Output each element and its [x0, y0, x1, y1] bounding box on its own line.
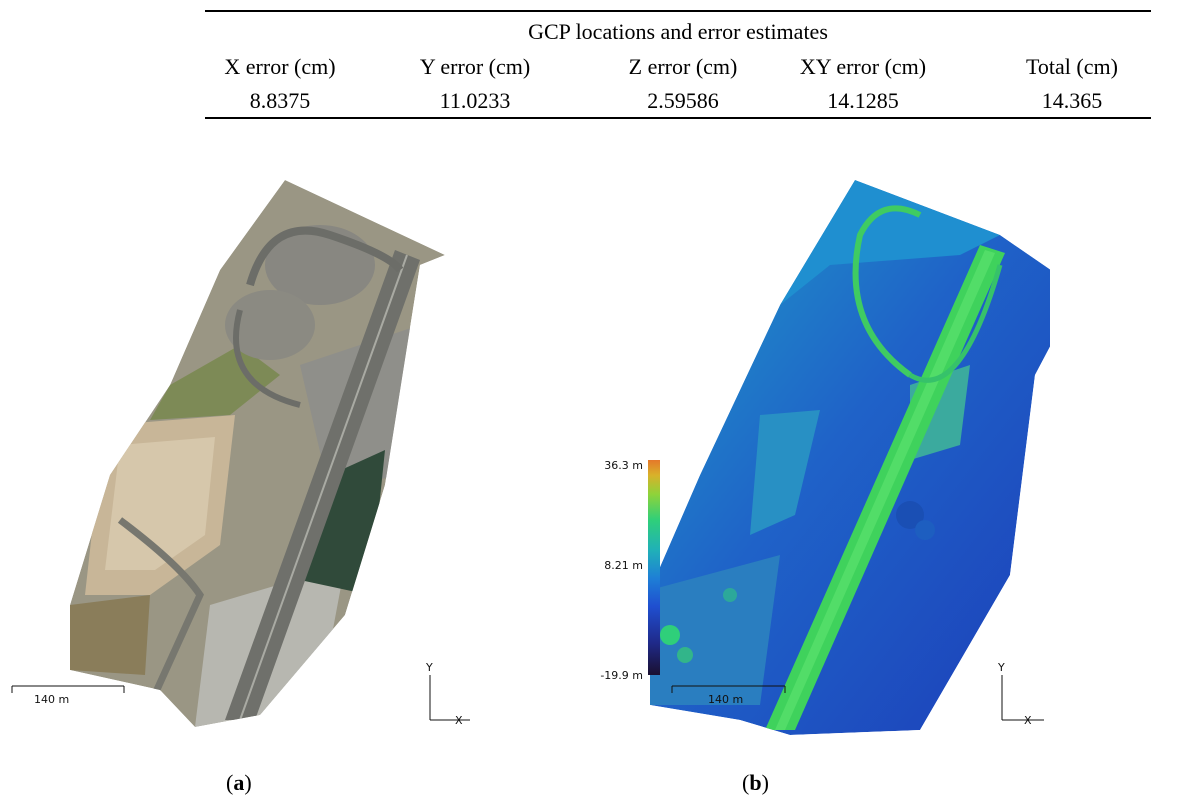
scale-bar: 140 m: [11, 685, 125, 706]
scale-bar-label: 140 m: [708, 693, 743, 706]
dem-image: 36.3 m 8.21 m -19.9 m 140 m Y X: [600, 180, 1050, 735]
legend-min-label: -19.9 m: [600, 669, 643, 682]
xy-axes-icon: Y X: [425, 661, 470, 727]
elevation-legend: 36.3 m 8.21 m -19.9 m: [600, 459, 660, 682]
axis-y-label: Y: [425, 661, 433, 674]
value-total: 14.365: [1041, 88, 1103, 113]
scale-bar: 140 m: [671, 685, 786, 706]
header-total: Total (cm): [1026, 54, 1118, 79]
colorbar: [648, 460, 660, 675]
table-top-rule: [205, 10, 1151, 12]
table-bottom-rule: [205, 117, 1151, 119]
xy-axes-icon: Y X: [997, 661, 1044, 727]
value-z-error: 2.59586: [647, 88, 719, 113]
orthomosaic-image: 140 m Y X: [11, 180, 470, 727]
value-xy-error: 14.1285: [827, 88, 899, 113]
header-x-error: X error (cm): [224, 54, 336, 79]
subfigure-label-b: (b): [742, 770, 769, 795]
panel-b-dem: 36.3 m 8.21 m -19.9 m 140 m Y X: [580, 175, 1050, 745]
value-y-error: 11.0233: [439, 88, 511, 113]
subfigure-label-a: (a): [226, 770, 252, 795]
header-xy-error: XY error (cm): [799, 54, 927, 79]
axis-x-label: X: [455, 714, 463, 727]
axis-x-label: X: [1024, 714, 1032, 727]
value-x-error: 8.8375: [249, 88, 311, 113]
legend-mid-label: 8.21 m: [604, 559, 643, 572]
header-y-error: Y error (cm): [419, 54, 531, 79]
table-caption: GCP locations and error estimates: [528, 19, 828, 44]
scale-bar-label: 140 m: [34, 693, 69, 706]
legend-max-label: 36.3 m: [604, 459, 643, 472]
header-z-error: Z error (cm): [628, 54, 738, 79]
axis-y-label: Y: [997, 661, 1005, 674]
panel-a-orthomosaic: 140 m Y X: [0, 175, 470, 745]
